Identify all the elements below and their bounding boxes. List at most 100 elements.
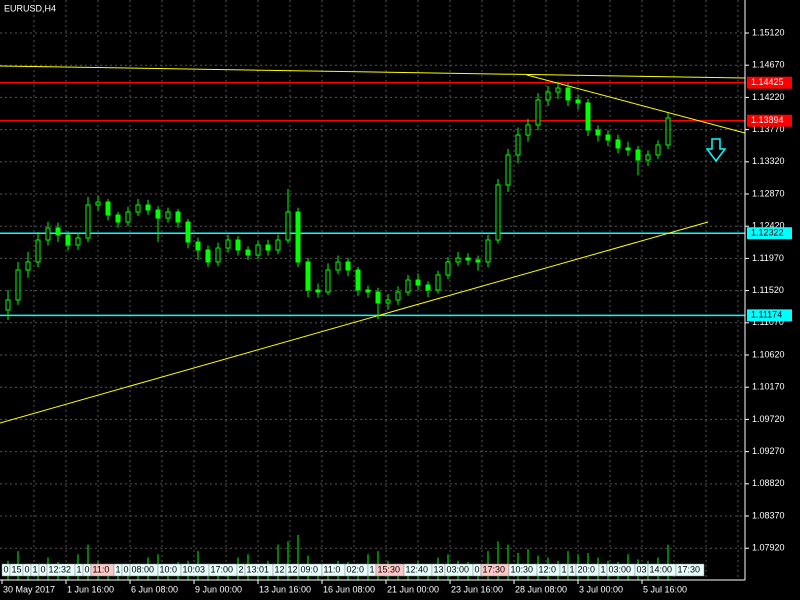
candle-body: [315, 289, 321, 293]
event-label: 1: [370, 564, 375, 574]
candle-body: [625, 147, 631, 151]
trend-line: [526, 74, 746, 134]
event-label: 14:00: [650, 564, 673, 574]
candle-body: [355, 269, 361, 291]
event-label: 15: [12, 564, 22, 574]
event-label: 02:0: [347, 564, 365, 574]
chart-title: EURUSD,H4: [4, 3, 56, 13]
candle-body: [285, 211, 291, 241]
event-label: 10:03: [183, 564, 206, 574]
level-label-box: [747, 227, 792, 240]
candle-body: [645, 154, 651, 161]
event-label: 0: [25, 564, 30, 574]
trend-line: [0, 65, 746, 79]
event-label: 10:0: [160, 564, 178, 574]
candle-body: [25, 261, 31, 271]
candle-body: [375, 291, 381, 304]
event-label: 12: [275, 564, 285, 574]
candle-body: [245, 249, 251, 256]
event-label: 12:40: [406, 564, 429, 574]
level-label-box: [747, 114, 792, 127]
candle-body: [275, 239, 281, 251]
y-tick-label: 1.09270: [752, 446, 785, 456]
candle-body: [405, 279, 411, 293]
level-label: 1.13894: [751, 115, 784, 125]
y-tick-label: 1.08820: [752, 478, 785, 488]
candle-body: [185, 221, 191, 243]
y-tick-label: 1.13770: [752, 124, 785, 134]
x-tick-label: 28 Jun 08:00: [515, 584, 567, 594]
x-tick-label: 16 Jun 08:00: [323, 584, 375, 594]
event-label: 0: [124, 564, 129, 574]
candle-body: [15, 269, 21, 301]
candle-body: [135, 204, 141, 213]
candle-body: [235, 239, 241, 251]
event-label: 1: [116, 564, 121, 574]
candle-body: [195, 241, 201, 251]
event-label: 12:0: [539, 564, 557, 574]
event-label: 13:01: [247, 564, 270, 574]
y-tick-label: 1.08370: [752, 510, 785, 520]
candle-body: [125, 211, 131, 223]
event-label: 03: [637, 564, 647, 574]
plot: [0, 65, 746, 580]
event-label: 09:0: [301, 564, 319, 574]
candle-body: [255, 244, 261, 256]
event-label: 0: [475, 564, 480, 574]
grid: [0, 0, 745, 580]
candle-body: [55, 227, 61, 236]
event-label: 15:30: [378, 564, 401, 574]
y-tick-label: 1.10620: [752, 349, 785, 359]
candle-body: [595, 129, 601, 136]
level-label: 1.11174: [751, 310, 782, 320]
trend-line: [0, 221, 709, 424]
candle-body: [95, 201, 101, 206]
event-label: 1: [77, 564, 82, 574]
event-label: 17:30: [483, 564, 506, 574]
candle-body: [205, 249, 211, 263]
x-tick-label: 13 Jun 16:00: [259, 584, 311, 594]
event-label: 20:0: [578, 564, 596, 574]
candle-body: [45, 227, 51, 241]
candle-body: [655, 144, 661, 156]
candle-body: [565, 87, 571, 101]
event-label: 12:32: [49, 564, 72, 574]
event-label: 03:00: [447, 564, 470, 574]
candle-body: [615, 139, 621, 149]
x-tick-label: 21 Jun 00:00: [387, 584, 439, 594]
y-tick-label: 1.11970: [752, 253, 784, 263]
event-label: 0: [4, 564, 9, 574]
level-label-box: [747, 76, 792, 89]
y-tick-label: 1.11070: [752, 317, 784, 327]
event-label: 1: [570, 564, 575, 574]
candle-body: [295, 211, 301, 263]
event-label: 10:30: [511, 564, 534, 574]
event-label: 17:00: [211, 564, 234, 574]
candle-body: [605, 134, 611, 141]
y-tick-label: 1.14220: [752, 92, 785, 102]
candle-body: [515, 134, 521, 156]
x-tick-label: 3 Jul 00:00: [579, 584, 623, 594]
candle-body: [345, 261, 351, 271]
x-tick-label: 5 Jul 16:00: [643, 584, 687, 594]
candle-body: [495, 184, 501, 241]
candle-body: [465, 257, 471, 261]
candle-body: [265, 244, 271, 251]
event-label: 0: [85, 564, 90, 574]
candle-body: [155, 209, 161, 219]
candle-body: [545, 91, 551, 101]
candle-body: [105, 201, 111, 216]
event-label: 11:0: [324, 564, 341, 574]
y-tick-label: 1.09720: [752, 414, 785, 424]
y-tick-label: 1.14670: [752, 60, 785, 70]
x-tick-label: 6 Jun 08:00: [131, 584, 178, 594]
candle-body: [325, 269, 331, 293]
level-label: 1.14425: [751, 77, 784, 87]
event-marker: [675, 563, 705, 577]
candle-body: [435, 274, 441, 291]
candle-body: [175, 211, 181, 223]
x-tick-label: 9 Jun 00:00: [195, 584, 242, 594]
candle-body: [525, 124, 531, 136]
candle-body: [85, 204, 91, 239]
